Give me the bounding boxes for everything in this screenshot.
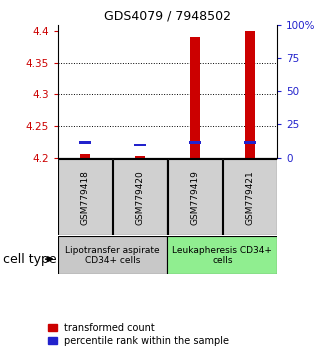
Text: GSM779418: GSM779418	[81, 170, 90, 225]
Bar	[80, 154, 90, 158]
Bar	[245, 31, 255, 158]
Text: GSM779421: GSM779421	[245, 170, 254, 225]
Text: GSM779419: GSM779419	[190, 170, 199, 225]
Text: Lipotransfer aspirate
CD34+ cells: Lipotransfer aspirate CD34+ cells	[65, 246, 160, 265]
Bar	[223, 159, 277, 235]
Bar	[189, 141, 201, 144]
Bar	[134, 144, 146, 146]
Bar	[190, 38, 200, 158]
Title: GDS4079 / 7948502: GDS4079 / 7948502	[104, 9, 231, 22]
Bar	[58, 159, 112, 235]
Bar	[79, 141, 91, 144]
Text: GSM779420: GSM779420	[136, 170, 145, 225]
Bar	[244, 141, 256, 144]
Text: Leukapheresis CD34+
cells: Leukapheresis CD34+ cells	[172, 246, 272, 265]
Bar	[168, 159, 222, 235]
Bar	[113, 159, 167, 235]
Text: cell type: cell type	[3, 253, 57, 266]
Legend: transformed count, percentile rank within the sample: transformed count, percentile rank withi…	[48, 323, 229, 346]
Bar	[58, 236, 168, 274]
Bar	[135, 156, 145, 158]
Bar	[168, 236, 277, 274]
